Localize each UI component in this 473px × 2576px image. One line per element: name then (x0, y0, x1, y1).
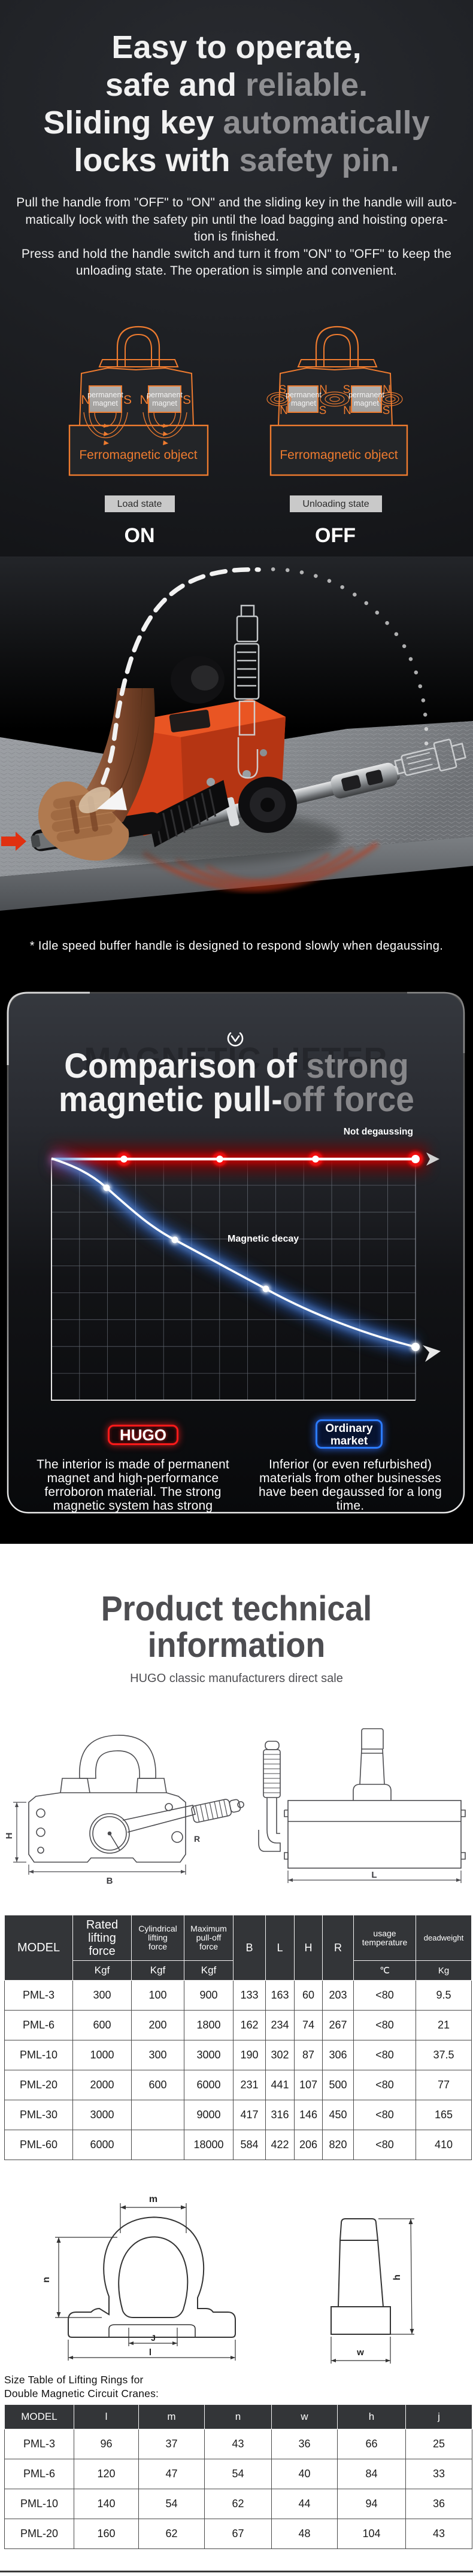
svg-text:S: S (183, 393, 191, 407)
svg-text:Ferromagnetic object: Ferromagnetic object (79, 448, 197, 462)
svg-text:permanent: permanent (286, 391, 322, 399)
svg-text:S: S (383, 405, 390, 417)
svg-text:MAGNETIC LIFTER: MAGNETIC LIFTER (84, 1041, 388, 1077)
svg-text:N: N (343, 405, 351, 417)
svg-text:Ferromagnetic object: Ferromagnetic object (280, 448, 398, 462)
svg-text:Load state: Load state (117, 499, 162, 509)
svg-text:permanent: permanent (87, 391, 123, 399)
svg-text:S: S (123, 393, 132, 407)
svg-text:ON: ON (125, 524, 155, 547)
svg-text:magnet: magnet (93, 399, 118, 407)
svg-text:permanent: permanent (348, 391, 384, 399)
svg-text:h: h (392, 2274, 402, 2280)
svg-text:l: l (149, 2347, 151, 2358)
svg-text:H: H (4, 1833, 14, 1839)
svg-text:R: R (194, 1834, 200, 1844)
svg-text:permanent: permanent (147, 391, 183, 399)
svg-text:L: L (371, 1870, 377, 1880)
svg-text:B: B (107, 1876, 113, 1886)
svg-text:n: n (41, 2277, 51, 2283)
svg-text:Unloading state: Unloading state (302, 499, 369, 509)
svg-text:magnet: magnet (354, 399, 379, 407)
svg-text:S: S (319, 405, 327, 417)
svg-text:S: S (343, 384, 351, 396)
svg-text:J: J (151, 2333, 156, 2343)
svg-text:S: S (279, 384, 287, 396)
svg-text:N: N (280, 405, 288, 417)
svg-text:N: N (140, 393, 148, 407)
svg-text:w: w (356, 2347, 364, 2358)
svg-text:magnet: magnet (291, 399, 316, 407)
svg-text:magnet: magnet (152, 399, 177, 407)
svg-text:N: N (383, 384, 391, 396)
svg-text:OFF: OFF (315, 524, 356, 547)
svg-text:N: N (81, 393, 90, 407)
svg-text:m: m (149, 2194, 157, 2204)
svg-text:N: N (319, 384, 328, 396)
